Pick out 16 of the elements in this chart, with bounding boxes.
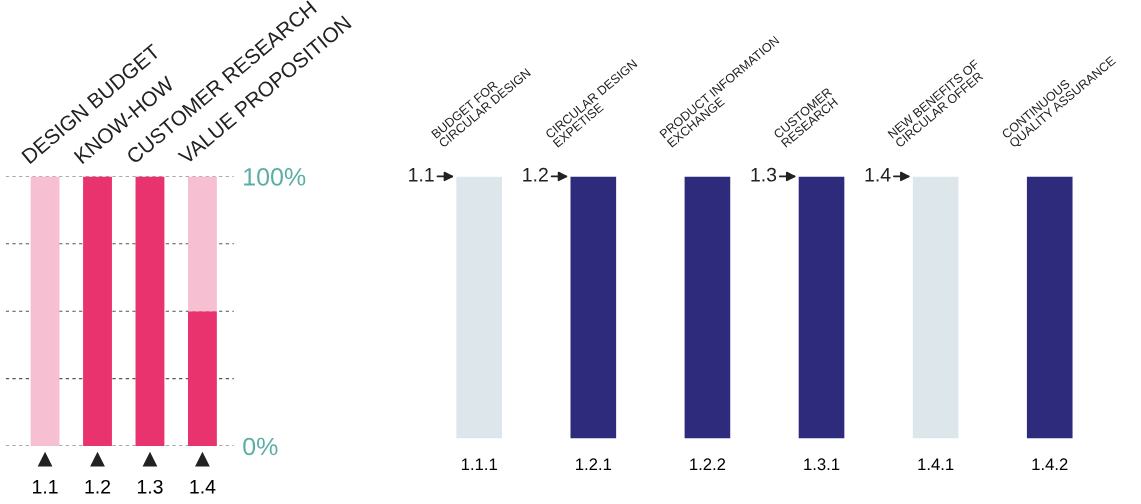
- x-tick-label: 1.4: [190, 480, 216, 494]
- y-tick-label: 0%: [243, 437, 278, 456]
- annotation: 1.3: [751, 167, 777, 182]
- x-tick-label: 1.1: [33, 480, 58, 494]
- y-tick-label: 100%: [244, 168, 306, 186]
- x-tick-label: 1.1.1: [461, 458, 497, 470]
- x-tick-label: 1.3: [137, 479, 163, 494]
- x-tick-label: 1.4.2: [1032, 458, 1068, 470]
- x-tick-label: 1.2: [85, 479, 111, 494]
- annotation: 1.4: [865, 168, 891, 182]
- x-tick-label: 1.4.1: [918, 458, 954, 470]
- annotation: 1.2: [523, 167, 548, 182]
- x-tick-label: 1.3.1: [804, 458, 840, 471]
- x-tick-label: 1.2.2: [690, 458, 726, 470]
- x-tick-label: 1.2.1: [576, 458, 612, 470]
- annotation: 1.1: [409, 168, 434, 182]
